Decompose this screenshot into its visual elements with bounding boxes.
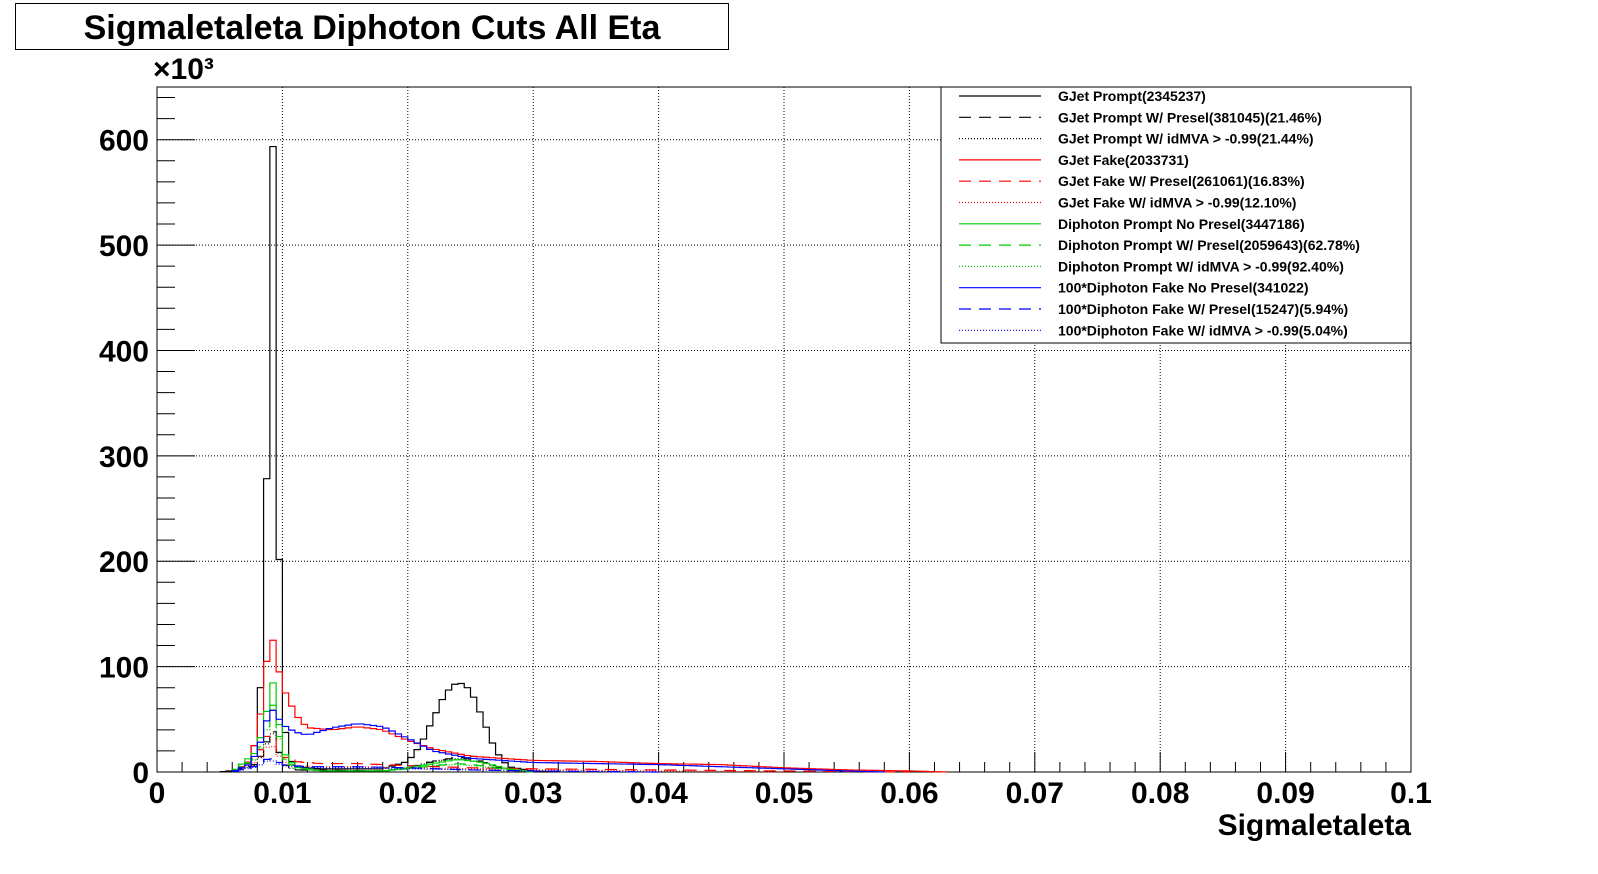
series-line bbox=[232, 704, 534, 773]
series-line bbox=[219, 145, 559, 773]
y-tick-label: 100 bbox=[99, 652, 149, 685]
x-tick-label: 0.05 bbox=[755, 777, 813, 810]
y-tick-label: 400 bbox=[99, 335, 149, 368]
legend-label: GJet Fake W/ idMVA > -0.99(12.10%) bbox=[1058, 195, 1296, 211]
x-tick-label: 0.03 bbox=[504, 777, 562, 810]
legend-box bbox=[940, 86, 1412, 344]
legend-label: Diphoton Prompt W/ Presel(2059643)(62.78… bbox=[1058, 237, 1360, 253]
x-tick-label: 0.01 bbox=[253, 777, 311, 810]
legend-label: GJet Prompt W/ Presel(381045)(21.46%) bbox=[1058, 109, 1322, 125]
tick-labels: 0 0.01 0.02 0.03 0.04 0.05 0.06 0.07 0.08 0.09 0.1… bbox=[99, 125, 1432, 810]
x-tick-label: 0.04 bbox=[629, 777, 688, 810]
y-axis-multiplier: ×10³ bbox=[153, 53, 214, 86]
legend-label: Diphoton Prompt No Presel(3447186) bbox=[1058, 216, 1305, 232]
x-axis-title: Sigmaletaleta bbox=[1218, 809, 1412, 842]
legend-label: GJet Fake(2033731) bbox=[1058, 152, 1189, 168]
x-tick-label: 0.08 bbox=[1131, 777, 1189, 810]
x-tick-label: 0.07 bbox=[1006, 777, 1064, 810]
legend-label: Diphoton Prompt W/ idMVA > -0.99(92.40%) bbox=[1058, 258, 1344, 274]
chart-title-box: Sigmaletaleta Diphoton Cuts All Eta bbox=[15, 3, 729, 50]
x-tick-label: 0 bbox=[149, 777, 166, 810]
legend-label: GJet Prompt W/ idMVA > -0.99(21.44%) bbox=[1058, 131, 1314, 147]
y-tick-label: 600 bbox=[99, 125, 149, 158]
series-lines bbox=[219, 145, 948, 773]
x-tick-label: 0.1 bbox=[1390, 777, 1432, 810]
y-tick-label: 500 bbox=[99, 230, 149, 263]
series-line bbox=[232, 709, 885, 773]
legend-label: 100*Diphoton Fake W/ Presel(15247)(5.94%… bbox=[1058, 301, 1348, 317]
y-tick-label: 0 bbox=[132, 757, 149, 790]
legend-label: 100*Diphoton Fake No Presel(341022) bbox=[1058, 280, 1309, 296]
y-tick-label: 300 bbox=[99, 441, 149, 474]
legend-label: 100*Diphoton Fake W/ idMVA > -0.99(5.04%… bbox=[1058, 322, 1348, 338]
series-line bbox=[232, 639, 948, 773]
series-line bbox=[232, 746, 784, 773]
x-tick-label: 0.06 bbox=[880, 777, 938, 810]
axis-ticks bbox=[156, 97, 1412, 773]
legend-label: GJet Prompt(2345237) bbox=[1058, 88, 1206, 104]
series-line bbox=[232, 735, 910, 773]
series-line bbox=[232, 682, 534, 773]
series-line bbox=[232, 760, 659, 773]
y-tick-label: 200 bbox=[99, 546, 149, 579]
chart-title: Sigmaletaleta Diphoton Cuts All Eta bbox=[83, 9, 661, 47]
x-tick-label: 0.02 bbox=[379, 777, 437, 810]
x-tick-label: 0.09 bbox=[1256, 777, 1314, 810]
legend-label: GJet Fake W/ Presel(261061)(16.83%) bbox=[1058, 173, 1305, 189]
legend: GJet Prompt(2345237) GJet Prompt W/ Prese… bbox=[940, 86, 1412, 344]
